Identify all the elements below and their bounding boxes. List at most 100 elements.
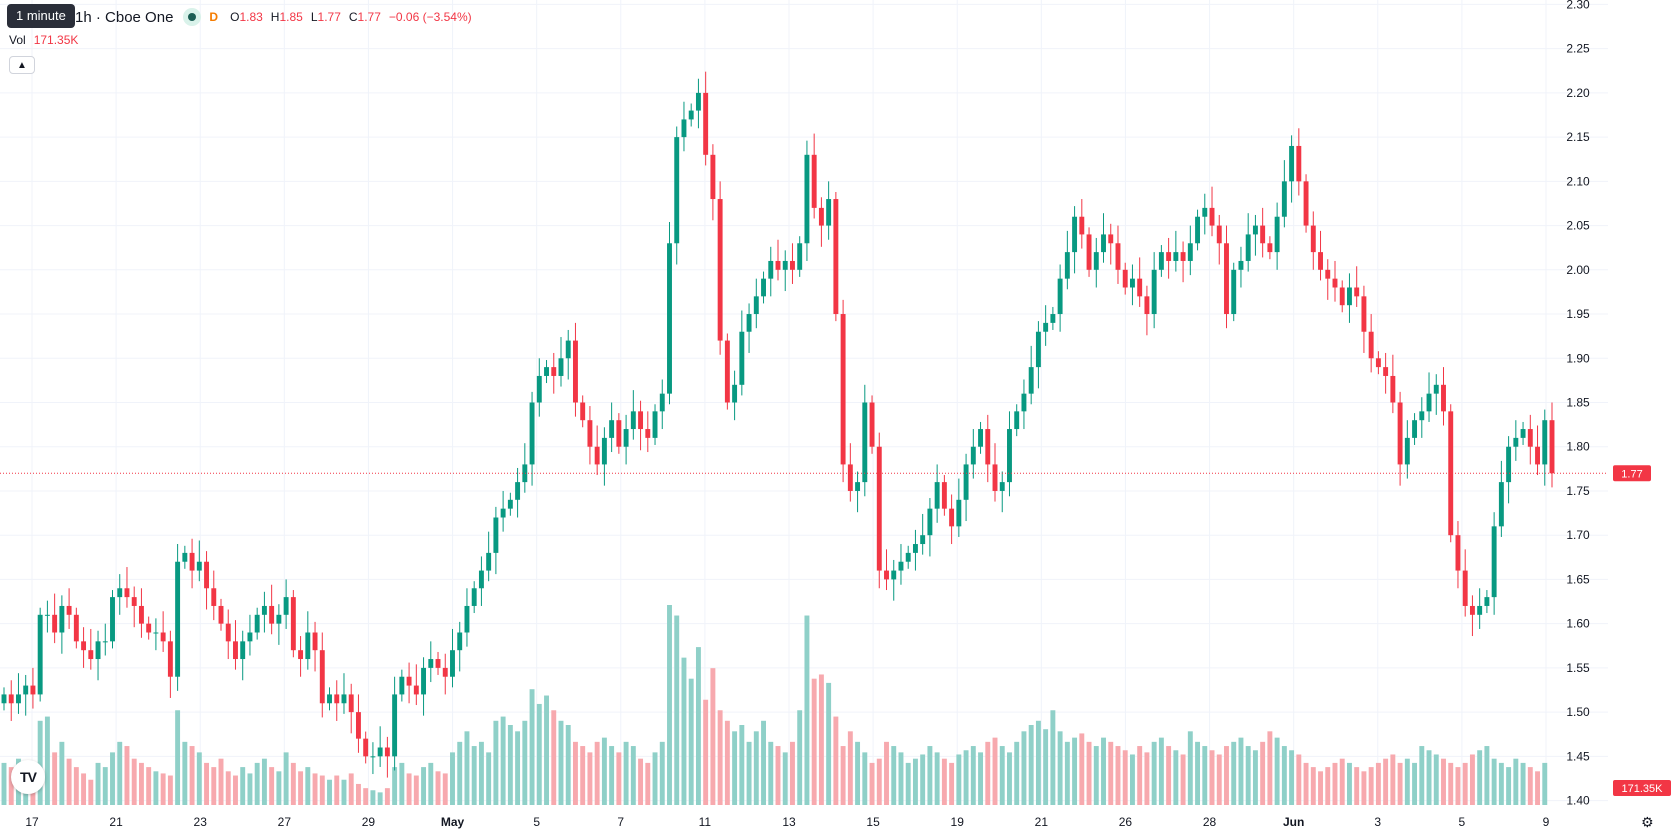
candle-body — [833, 199, 839, 315]
candle-body — [341, 694, 347, 704]
candle-body — [1368, 331, 1374, 359]
volume-bar — [1303, 762, 1309, 805]
candle-body — [8, 694, 14, 704]
candle-body — [1339, 287, 1345, 306]
candle-body — [572, 340, 578, 403]
candle-body — [1469, 605, 1475, 615]
volume-bar — [110, 752, 115, 805]
volume-bar — [406, 773, 412, 805]
candle-body — [73, 614, 79, 642]
volume-bar — [970, 746, 976, 805]
volume-bar — [8, 767, 14, 805]
candle-body — [999, 482, 1005, 491]
volume-bar — [1318, 771, 1323, 805]
volume-bar — [1231, 741, 1237, 805]
candle-body — [1187, 243, 1193, 261]
candle-body — [1209, 207, 1215, 226]
price-axis[interactable]: 1.40 1.45 1.50 1.55 1.60 1.65 1.70 1.75 1.80 1.85… — [1566, 0, 1590, 808]
candle-body — [797, 243, 803, 270]
volume-bar — [782, 752, 788, 805]
collapse-legend-button[interactable]: ▲ — [9, 56, 35, 74]
volume-bar — [507, 725, 513, 805]
candle-body — [1549, 420, 1555, 474]
candle-body — [413, 685, 419, 695]
volume-bar — [645, 762, 651, 805]
volume-bar — [912, 758, 918, 805]
candle-body — [175, 561, 181, 677]
candle-body — [1195, 216, 1201, 244]
volume-bar — [522, 720, 528, 805]
volume-bar — [384, 788, 390, 805]
volume-bar — [81, 773, 87, 805]
candle-body — [1441, 384, 1446, 412]
candle-body — [1144, 296, 1150, 315]
candle-body — [790, 260, 795, 270]
gear-icon[interactable]: ⚙ — [1641, 814, 1654, 830]
candle-body — [876, 446, 882, 571]
candle-body — [1224, 243, 1229, 315]
volume-bar — [1506, 767, 1512, 805]
candle-body — [312, 632, 318, 651]
candle-body — [59, 605, 65, 633]
candle-body — [1007, 429, 1012, 483]
candle-body — [688, 110, 694, 120]
volume-bar — [826, 682, 832, 805]
candle-body — [1346, 287, 1352, 306]
volume-bar — [1, 762, 7, 805]
volume-bar — [992, 737, 998, 805]
candle-body — [225, 623, 231, 642]
candle-body — [978, 429, 984, 447]
candle-body — [869, 402, 875, 447]
volume-bar — [681, 657, 687, 805]
time-tick-label: Jun — [1283, 815, 1304, 829]
candle-body — [319, 650, 325, 704]
price-tick-label: 1.50 — [1566, 705, 1590, 719]
volume-bar — [551, 710, 557, 805]
candle-body — [746, 314, 752, 332]
volume-bar — [1245, 746, 1251, 805]
volume-bar — [1057, 731, 1063, 805]
candle-body — [478, 570, 484, 589]
volume-bar — [847, 731, 853, 805]
candle-body — [23, 685, 29, 695]
volume-bar — [399, 762, 405, 805]
price-tick-label: 2.10 — [1566, 174, 1590, 188]
volume-bar — [761, 720, 766, 805]
candle-body — [724, 340, 730, 403]
candle-body — [110, 597, 115, 642]
volume-bar — [1166, 746, 1172, 805]
time-tick-label: 26 — [1119, 815, 1133, 829]
volume-bar — [862, 752, 868, 805]
candle-body — [276, 614, 282, 624]
volume-bar — [1520, 762, 1526, 805]
volume-bar — [1274, 737, 1280, 805]
candle-body — [305, 632, 311, 660]
candle-body — [327, 694, 332, 704]
volume-bar — [1072, 737, 1078, 805]
volume-value: 171.35K — [33, 33, 79, 47]
candle-body — [435, 659, 441, 668]
volume-bar — [529, 689, 535, 805]
volume-bar — [442, 773, 448, 805]
time-axis[interactable]: 17 21 23 27 29 May 5 7 11 13 15 19 21 26 28 Jun 3 5 9 — [25, 815, 1549, 829]
time-tick-label: 11 — [699, 815, 712, 829]
volume-bar — [811, 678, 817, 805]
candle-body — [818, 207, 824, 226]
tradingview-logo-icon[interactable]: TV — [11, 760, 45, 794]
candle-body — [384, 747, 390, 757]
market-status-icon[interactable] — [183, 8, 202, 26]
data-status-label[interactable]: D — [209, 10, 219, 24]
volume-bar — [724, 720, 730, 805]
volume-bar — [775, 746, 781, 805]
candle-body — [52, 614, 58, 633]
volume-bar — [753, 731, 759, 805]
volume-bar — [421, 767, 427, 805]
volume-bar — [1426, 750, 1432, 805]
volume-bar — [370, 790, 376, 805]
time-tick-label: 17 — [25, 815, 39, 829]
candle-body — [218, 605, 224, 624]
volume-bar — [703, 699, 709, 805]
candles — [1, 71, 1555, 778]
volume-bar — [305, 767, 311, 805]
